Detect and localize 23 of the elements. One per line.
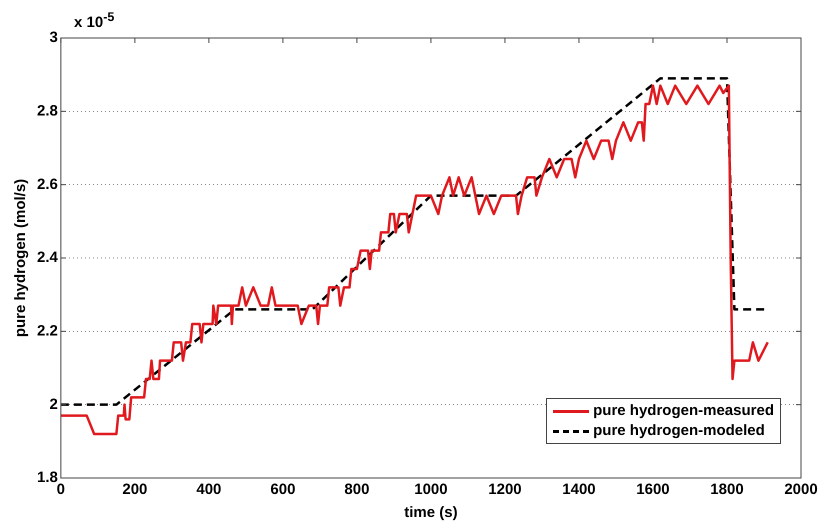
y-tick-label: 2.4 xyxy=(36,249,58,266)
x-tick-label: 200 xyxy=(122,481,148,498)
x-tick-label: 0 xyxy=(56,481,66,498)
y-tick-label: 1.8 xyxy=(36,469,58,486)
y-axis-title: pure hydrogen (mol/s) xyxy=(12,178,30,338)
x-tick-label: 2000 xyxy=(784,481,818,498)
y-tick-label: 2.8 xyxy=(36,102,58,120)
y-tick-label: 3 xyxy=(50,29,58,46)
x-tick-label: 1800 xyxy=(710,481,744,498)
x-tick-label: 1000 xyxy=(414,481,448,498)
legend-label: pure hydrogen-measured xyxy=(593,401,774,421)
x-tick-label: 1200 xyxy=(488,481,522,498)
y-tick-label: 2.2 xyxy=(36,322,58,340)
legend-label: pure hydrogen-modeled xyxy=(593,421,765,441)
x-tick-label: 400 xyxy=(196,481,222,498)
x-tick-label: 600 xyxy=(270,481,296,498)
x-tick-label: 1400 xyxy=(562,481,596,498)
x-axis-title: time (s) xyxy=(404,504,458,522)
y-tick-label: 2 xyxy=(50,396,58,413)
x-tick-label: 800 xyxy=(344,481,370,498)
x-tick-label: 1600 xyxy=(636,481,670,498)
y-tick-label: 2.6 xyxy=(36,176,58,193)
text: x 10$^{-5}$ xyxy=(74,10,114,31)
